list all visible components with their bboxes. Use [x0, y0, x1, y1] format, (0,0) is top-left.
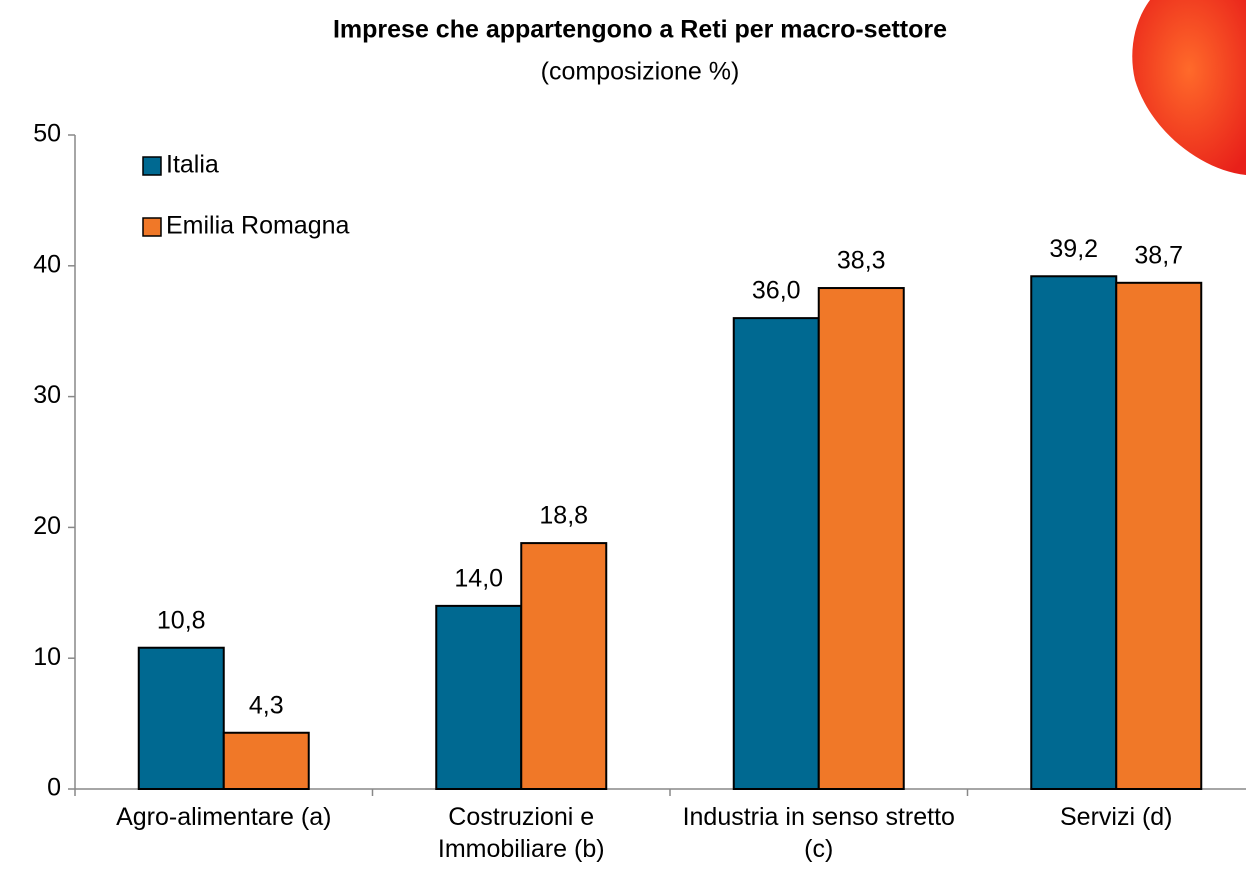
x-tick-label-box: Agro-alimentare (a): [116, 803, 332, 831]
y-tick-label: 30: [33, 381, 61, 409]
legend-label: Emilia Romagna: [166, 212, 350, 240]
bar: [435, 604, 523, 790]
y-tick-label: 20: [33, 512, 61, 540]
value-label: 18,8: [539, 502, 588, 530]
y-tick-label: 40: [33, 250, 61, 278]
chart-title: Imprese che appartengono a Reti per macr…: [333, 16, 947, 44]
value-label: 4,3: [249, 691, 284, 719]
x-tick-label-box: Servizi (d): [1059, 803, 1173, 831]
bar: [732, 317, 820, 790]
x-tick-label: Costruzioni e Immobiliare (b): [437, 803, 605, 863]
legend-swatch: [142, 156, 162, 176]
x-tick-label: Servizi (d): [1059, 803, 1173, 831]
bar: [137, 646, 225, 791]
decor-shape: [1132, 0, 1246, 175]
bar: [1115, 281, 1203, 790]
bar: [817, 287, 905, 790]
chart-subtitle: (composizione %): [541, 58, 740, 86]
y-tick-label: 10: [33, 643, 61, 671]
legend-swatch: [142, 217, 162, 237]
value-label: 10,8: [157, 606, 206, 634]
bar: [1030, 275, 1118, 791]
value-label: 39,2: [1049, 235, 1098, 263]
value-label: 38,7: [1134, 241, 1183, 269]
y-tick-label: 0: [47, 774, 61, 802]
value-label: 38,3: [837, 247, 886, 275]
x-tick-label: Agro-alimentare (a): [116, 803, 332, 831]
value-label: 14,0: [454, 564, 503, 592]
value-label: 36,0: [752, 277, 801, 305]
x-tick-label-box: Costruzioni e Immobiliare (b): [437, 803, 605, 863]
x-tick-label: Industria in senso stretto (c): [682, 803, 955, 863]
bar: [222, 731, 310, 790]
y-tick-label: 50: [33, 120, 61, 148]
bar: [520, 542, 608, 791]
legend-label: Italia: [166, 151, 219, 179]
x-tick-label-box: Industria in senso stretto (c): [682, 803, 955, 863]
